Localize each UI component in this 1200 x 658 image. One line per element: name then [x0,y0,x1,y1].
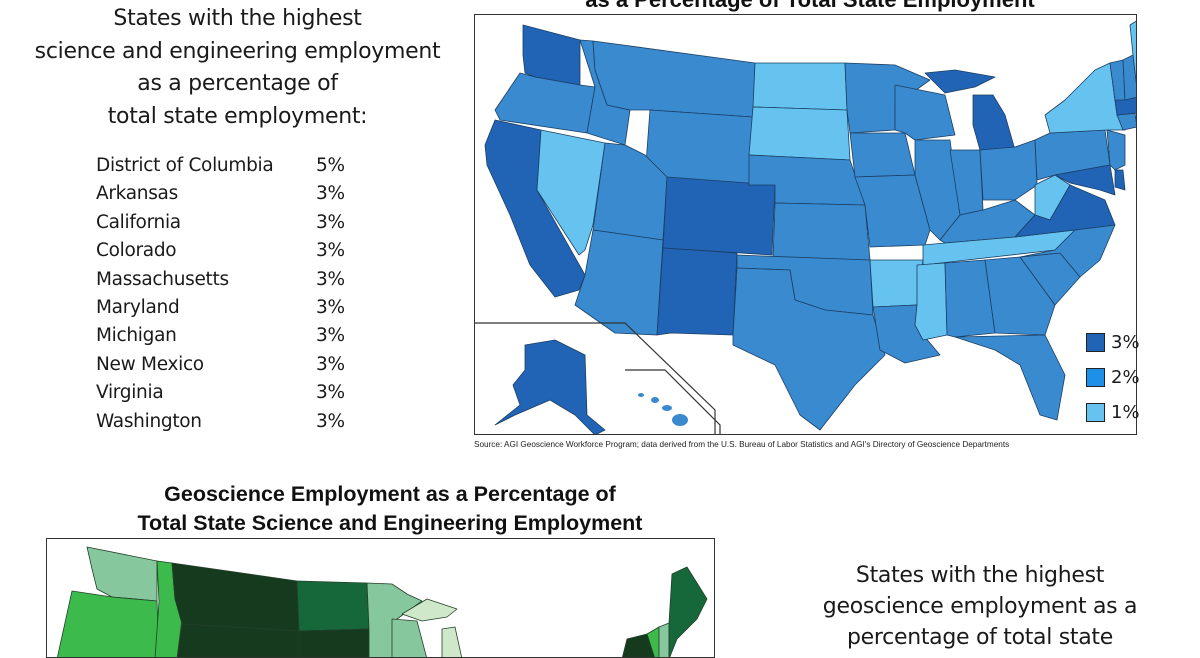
state-nm [656,247,738,336]
state-percent: 5% [316,155,345,176]
map-legend: 3% 2% 1% [1086,325,1156,430]
state-mi-upper [924,69,996,94]
state-sd [748,106,851,161]
legend-swatch [1086,403,1105,422]
list-item: Maryland 3% [96,294,356,322]
heading-line: science and engineering employment [34,38,441,64]
legend-swatch [1086,333,1105,352]
state-ga [984,256,1056,336]
state-mi-upper [401,598,458,622]
state-rankings-list: District of Columbia 5% Arkansas 3% Califo… [96,152,356,436]
state-percent: 3% [316,410,345,432]
heading-line: as a percentage of [137,71,338,96]
state-percent: 3% [316,325,345,347]
state-name: Virginia [96,382,164,404]
inset-border-hawaii [625,369,721,434]
state-ms [914,262,948,341]
list-item: New Mexico 3% [96,351,356,379]
state-name: Michigan [96,325,177,347]
state-fl [954,334,1066,421]
state-md [1054,164,1116,196]
state-co [662,176,776,256]
state-nh [1122,54,1136,101]
state-wa [86,546,158,602]
state-de [1114,169,1126,191]
heading-line: States with the highest [855,563,1105,588]
state-percent: 3% [316,353,345,375]
state-name: New Mexico [96,353,204,375]
legend-label: 3% [1111,332,1140,353]
legend-item-2pct: 2% [1086,360,1156,395]
legend-item-3pct: 3% [1086,325,1156,360]
state-al [944,259,996,338]
top-map-title: as a Percentage of Total State Employmen… [470,0,1150,13]
state-name: Washington [96,410,202,432]
state-percent: 3% [316,268,345,290]
list-item: California 3% [96,209,356,237]
state-hi [672,414,688,426]
legend-label: 1% [1111,402,1140,423]
state-name: Maryland [96,297,180,319]
top-left-heading: States with the highest science and engi… [10,3,465,133]
list-item: Massachusetts 3% [96,266,356,294]
state-percent: 3% [316,211,345,233]
state-nd [296,580,370,632]
bottom-map-frame [46,538,715,658]
state-az [574,229,664,336]
state-mt [592,40,756,118]
state-name: Colorado [96,240,177,262]
state-wi [391,618,427,657]
state-name: District of Columbia [96,155,274,176]
state-percent: 3% [316,297,345,319]
state-percent: 3% [316,382,345,404]
state-ks [772,202,871,261]
legend-swatch [1086,368,1105,387]
heading-line: geoscience employment as a [822,594,1138,619]
state-sd [298,628,370,657]
state-nd [752,62,848,111]
heading-line: total state employment: [107,103,368,129]
source-note: Source: AGI Geoscience Workforce Program… [474,440,1010,449]
legend-item-1pct: 1% [1086,395,1156,430]
state-tx [732,267,886,431]
state-name: Massachusetts [96,268,229,290]
title-line: Geoscience Employment as a Percentage of [164,482,616,506]
state-va [1014,184,1116,238]
list-item: Virginia 3% [96,379,356,407]
state-mi [972,94,1016,151]
state-me [668,566,708,657]
inset-border-alaska [475,322,716,434]
state-ia [849,132,916,178]
bottom-right-heading: States with the highest geoscience emplo… [760,560,1200,653]
state-ar [869,259,924,308]
state-percent: 3% [316,183,345,205]
state-wi [894,84,956,141]
heading-line: States with the highest [113,6,362,31]
state-or [57,590,160,657]
title-line: Total State Science and Engineering Empl… [137,511,643,535]
state-mi [441,626,462,657]
list-item: Michigan 3% [96,322,356,350]
list-item: Washington 3% [96,408,356,436]
heading-line: percentage of total state [847,625,1113,650]
top-map-frame [474,14,1137,435]
us-choropleth-map-green [57,546,708,657]
state-me [1129,20,1136,84]
state-percent: 3% [316,240,345,262]
state-oh [979,139,1038,201]
state-nj [1106,129,1126,171]
us-choropleth-map-blue [475,20,1136,434]
list-item: District of Columbia 5% [96,152,356,180]
state-mt [171,562,300,632]
bottom-map-title: Geoscience Employment as a Percentage of… [40,480,740,538]
list-item: Arkansas 3% [96,180,356,208]
state-name: Arkansas [96,183,178,205]
state-ak [494,339,606,434]
list-item: Colorado 3% [96,237,356,265]
state-name: California [96,211,181,233]
state-nh [658,622,670,657]
legend-label: 2% [1111,367,1140,388]
